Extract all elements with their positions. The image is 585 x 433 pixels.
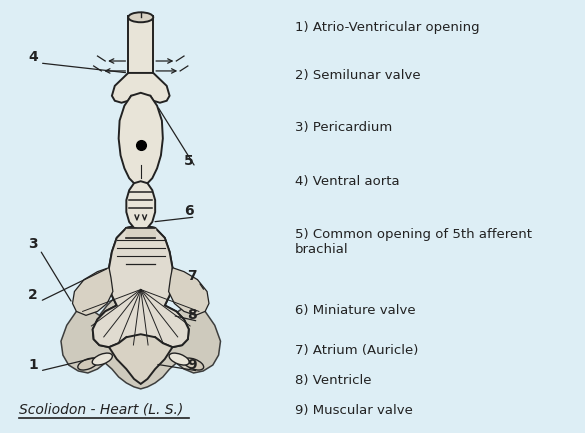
Text: 2: 2	[28, 288, 38, 303]
Text: 4: 4	[28, 50, 38, 64]
Text: 5) Common opening of 5th afferent
brachial: 5) Common opening of 5th afferent brachi…	[294, 228, 532, 256]
Text: 8: 8	[187, 308, 197, 322]
Polygon shape	[112, 73, 170, 103]
Text: Scoliodon - Heart (L. S.): Scoliodon - Heart (L. S.)	[19, 403, 183, 417]
Polygon shape	[119, 93, 163, 185]
Ellipse shape	[92, 353, 112, 365]
Text: 9) Muscular valve: 9) Muscular valve	[294, 404, 412, 417]
Ellipse shape	[78, 358, 98, 370]
Polygon shape	[92, 225, 189, 357]
Ellipse shape	[128, 12, 153, 22]
Polygon shape	[109, 334, 173, 384]
Ellipse shape	[169, 353, 190, 365]
Text: 3: 3	[28, 237, 38, 251]
Text: 5: 5	[184, 154, 194, 168]
Polygon shape	[168, 268, 209, 315]
Text: 2) Semilunar valve: 2) Semilunar valve	[294, 69, 420, 82]
Polygon shape	[126, 181, 155, 230]
Text: 6) Miniature valve: 6) Miniature valve	[294, 304, 415, 317]
Polygon shape	[92, 225, 189, 357]
Text: 1) Atrio-Ventricular opening: 1) Atrio-Ventricular opening	[294, 21, 479, 34]
Text: 3) Pericardium: 3) Pericardium	[294, 121, 392, 134]
Text: 7: 7	[187, 268, 197, 283]
Text: 6: 6	[184, 204, 194, 218]
Text: 9: 9	[187, 358, 197, 372]
Text: 1: 1	[28, 358, 38, 372]
Text: 4) Ventral aorta: 4) Ventral aorta	[294, 175, 399, 188]
Text: 7) Atrium (Auricle): 7) Atrium (Auricle)	[294, 344, 418, 357]
Polygon shape	[73, 268, 113, 315]
Text: 8) Ventricle: 8) Ventricle	[294, 374, 371, 387]
Polygon shape	[61, 265, 221, 389]
Ellipse shape	[184, 358, 204, 370]
